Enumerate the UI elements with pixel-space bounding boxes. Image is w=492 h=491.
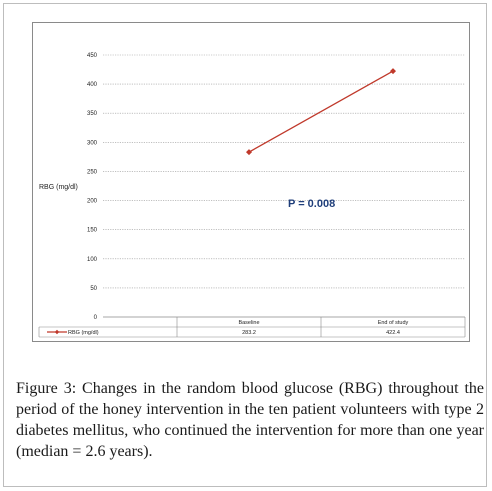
y-tick-label: 100: [87, 257, 98, 263]
data-point-marker: [390, 68, 396, 75]
data-table: Baseline End of study 283.2 422.4 RBG (mg/dl…: [38, 317, 466, 338]
data-point-marker: [246, 149, 252, 156]
y-tick-label: 200: [87, 199, 98, 205]
y-tick-labels: 0 50 100 150 200 250 300 350 400 450: [87, 53, 98, 321]
p-value-annotation: P = 0.008: [288, 198, 335, 210]
caption-label: Figure 3:: [16, 380, 77, 397]
series-lines: [246, 68, 396, 156]
y-tick-label: 400: [87, 82, 98, 88]
y-tick-label: 250: [87, 169, 98, 175]
chart-box: 0 50 100 150 200 250 300 350 400 450 RBG (mg/dl) …: [32, 22, 470, 342]
table-value-cell: 283.2: [242, 330, 256, 336]
x-category-label: End of study: [378, 320, 409, 326]
y-tick-label: 0: [94, 315, 98, 321]
series-line: [248, 70, 394, 153]
legend-marker-swatch: [54, 329, 60, 335]
y-tick-label: 150: [87, 228, 98, 234]
figure-caption: Figure 3: Changes in the random blood gl…: [16, 378, 484, 462]
grid-lines: [103, 54, 465, 318]
legend-series-label: RBG (mg/dl): [68, 330, 99, 336]
y-tick-label: 50: [90, 286, 97, 292]
y-tick-label: 450: [87, 53, 98, 59]
y-axis-label: RBG (mg/dl): [39, 184, 78, 191]
x-category-label: Baseline: [238, 320, 259, 326]
y-tick-label: 350: [87, 111, 98, 117]
y-tick-label: 300: [87, 140, 98, 146]
caption-text: Changes in the random blood glucose (RBG…: [16, 380, 485, 460]
figure-frame: 0 50 100 150 200 250 300 350 400 450 RBG (mg/dl) …: [3, 3, 487, 487]
table-value-cell: 422.4: [386, 330, 400, 336]
